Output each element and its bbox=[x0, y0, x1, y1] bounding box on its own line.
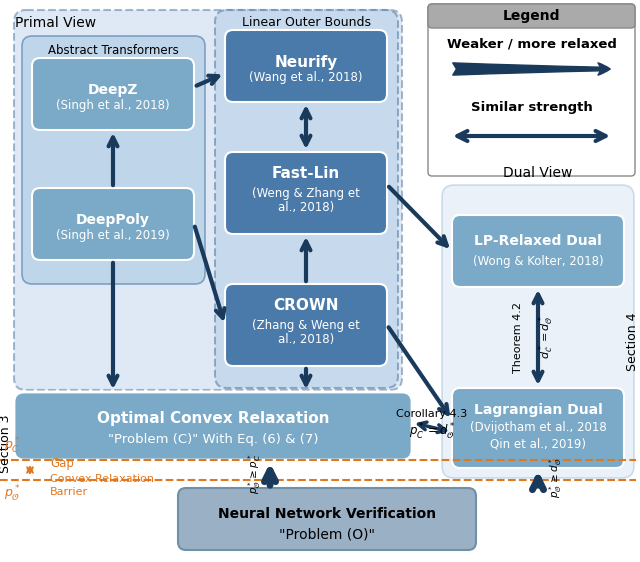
FancyBboxPatch shape bbox=[14, 392, 412, 460]
Text: Barrier: Barrier bbox=[50, 487, 88, 497]
FancyBboxPatch shape bbox=[225, 152, 387, 234]
FancyBboxPatch shape bbox=[225, 30, 387, 102]
Text: Section 4: Section 4 bbox=[627, 312, 639, 371]
Text: $d_{\mathcal{C}}^* = d_{\mathcal{O}}^*$: $d_{\mathcal{C}}^* = d_{\mathcal{O}}^*$ bbox=[536, 316, 556, 359]
Text: (Zhang & Weng et: (Zhang & Weng et bbox=[252, 320, 360, 333]
Text: Qin et al., 2019): Qin et al., 2019) bbox=[490, 437, 586, 451]
Text: $p_{\mathcal{O}}^* \geq d_{\mathcal{O}}^*$: $p_{\mathcal{O}}^* \geq d_{\mathcal{O}}^… bbox=[548, 457, 564, 498]
Text: Primal View: Primal View bbox=[15, 16, 97, 30]
Text: (Wong & Kolter, 2018): (Wong & Kolter, 2018) bbox=[473, 255, 604, 268]
Text: (Singh et al., 2018): (Singh et al., 2018) bbox=[56, 99, 170, 112]
Text: Section 3: Section 3 bbox=[0, 415, 13, 473]
Text: Fast-Lin: Fast-Lin bbox=[272, 166, 340, 182]
FancyBboxPatch shape bbox=[442, 185, 634, 478]
Text: Theorem 4.2: Theorem 4.2 bbox=[513, 302, 523, 373]
FancyBboxPatch shape bbox=[14, 10, 402, 390]
Text: $p_{\mathcal{O}}^*$: $p_{\mathcal{O}}^*$ bbox=[4, 484, 20, 504]
Text: Gap: Gap bbox=[50, 456, 74, 469]
FancyBboxPatch shape bbox=[215, 10, 398, 388]
Text: $p_{\mathcal{O}}^* \geq p_C^*$: $p_{\mathcal{O}}^* \geq p_C^*$ bbox=[246, 454, 264, 494]
Text: (Wang et al., 2018): (Wang et al., 2018) bbox=[249, 71, 363, 84]
Text: al., 2018): al., 2018) bbox=[278, 202, 334, 215]
FancyBboxPatch shape bbox=[452, 388, 624, 468]
Text: DeepZ: DeepZ bbox=[88, 83, 138, 97]
Text: al., 2018): al., 2018) bbox=[278, 333, 334, 347]
Text: (Weng & Zhang et: (Weng & Zhang et bbox=[252, 188, 360, 201]
Text: "Problem (O)": "Problem (O)" bbox=[279, 527, 375, 541]
Text: LP-Relaxed Dual: LP-Relaxed Dual bbox=[474, 234, 602, 248]
Text: Optimal Convex Relaxation: Optimal Convex Relaxation bbox=[97, 410, 329, 425]
Text: Dual View: Dual View bbox=[503, 166, 573, 180]
FancyBboxPatch shape bbox=[225, 284, 387, 366]
FancyBboxPatch shape bbox=[428, 4, 635, 28]
Text: Neurify: Neurify bbox=[275, 55, 338, 70]
Text: Corollary 4.3: Corollary 4.3 bbox=[396, 409, 468, 419]
Text: CROWN: CROWN bbox=[273, 298, 339, 314]
FancyBboxPatch shape bbox=[178, 488, 476, 550]
FancyBboxPatch shape bbox=[428, 4, 635, 176]
Text: (Singh et al., 2019): (Singh et al., 2019) bbox=[56, 229, 170, 242]
Text: Linear Outer Bounds: Linear Outer Bounds bbox=[242, 16, 371, 29]
Text: Lagrangian Dual: Lagrangian Dual bbox=[474, 403, 602, 417]
Text: Convex Relaxation: Convex Relaxation bbox=[50, 474, 154, 484]
Text: DeepPoly: DeepPoly bbox=[76, 213, 150, 227]
Text: "Problem (C)" With Eq. (6) & (7): "Problem (C)" With Eq. (6) & (7) bbox=[108, 433, 318, 446]
Text: Abstract Transformers: Abstract Transformers bbox=[48, 43, 179, 57]
FancyBboxPatch shape bbox=[32, 58, 194, 130]
Text: Similar strength: Similar strength bbox=[470, 102, 593, 115]
FancyBboxPatch shape bbox=[22, 36, 205, 284]
FancyBboxPatch shape bbox=[32, 188, 194, 260]
Text: (Dvijotham et al., 2018: (Dvijotham et al., 2018 bbox=[470, 422, 606, 434]
FancyBboxPatch shape bbox=[452, 215, 624, 287]
Text: Weaker / more relaxed: Weaker / more relaxed bbox=[447, 38, 616, 51]
Text: Legend: Legend bbox=[503, 9, 560, 23]
Text: $p_C^* = d_{\mathcal{O}}^*$: $p_C^* = d_{\mathcal{O}}^*$ bbox=[409, 422, 455, 442]
Text: Neural Network Verification: Neural Network Verification bbox=[218, 507, 436, 521]
Text: $p_C^*$: $p_C^*$ bbox=[4, 436, 20, 456]
